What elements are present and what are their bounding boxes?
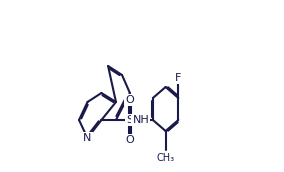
Text: NH: NH: [132, 115, 149, 125]
Text: O: O: [126, 95, 134, 105]
Text: S: S: [126, 115, 133, 125]
Text: CH₃: CH₃: [156, 153, 175, 163]
Text: F: F: [175, 73, 181, 83]
Text: N: N: [83, 133, 92, 143]
Text: O: O: [126, 135, 134, 145]
